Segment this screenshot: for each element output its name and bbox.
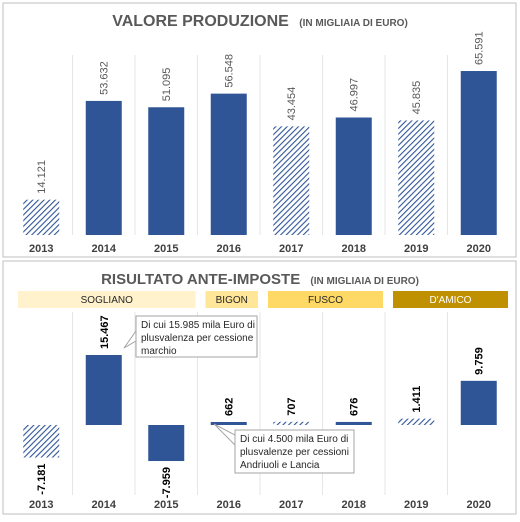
chart2-category-label-2017: 2017: [279, 499, 303, 511]
chart1-value-label-2018: 46.997: [349, 78, 361, 112]
chart1-title: VALORE PRODUZIONE (IN MIGLIAIA DI EURO): [112, 13, 408, 30]
annotation-text-line: Andriuoli e Lancia: [240, 460, 320, 471]
chart2-bar-2019: [398, 418, 435, 425]
chart2-category-label-2016: 2016: [217, 499, 241, 511]
chart1-category-label-2017: 2017: [279, 243, 303, 255]
chart1-value-label-2017: 43.454: [286, 87, 298, 121]
annotation-callout-1: Di cui 15.985 mila Euro di plusvalenza pe…: [123, 315, 258, 358]
chart2-bar-2016: [210, 422, 247, 425]
chart2-annotations: Di cui 15.985 mila Euro di plusvalenza pe…: [123, 315, 355, 474]
annotation-callout-2: Di cui 4.500 mila Euro di plusvalenze per…: [213, 423, 355, 474]
chart2-category-label-2018: 2018: [342, 499, 366, 511]
chart2-management-segments: SOGLIANO BIGON FUSCO D'AMICO: [18, 291, 508, 308]
chart2-bar-2014: [85, 355, 122, 425]
chart1-category-label-2013: 2013: [29, 243, 53, 255]
chart1-category-label-2019: 2019: [404, 243, 428, 255]
chart1-gridlines: [72, 55, 448, 235]
chart2-title-main: RISULTATO ANTE-IMPOSTE: [101, 271, 300, 288]
chart1-subtitle: (IN MIGLIAIA DI EURO): [299, 18, 408, 29]
annotation-text-line: Di cui 15.985 mila Euro di: [141, 320, 255, 331]
annotation-text-line: Di cui 4.500 mila Euro di: [240, 434, 348, 445]
chart1-value-label-2015: 51.095: [161, 68, 173, 102]
chart1-value-label-2020: 65.591: [474, 31, 486, 65]
chart2-bar-2017: [273, 421, 310, 425]
chart1-category-label-2020: 2020: [467, 243, 491, 255]
annotation-text-line: marchio: [141, 346, 177, 357]
chart1-category-label-2018: 2018: [342, 243, 366, 255]
chart2-category-label-2019: 2019: [404, 499, 428, 511]
segment-bigon-label: BIGON: [216, 295, 248, 306]
chart2-value-label-2016: 662: [224, 398, 236, 416]
chart1-bar-2015: [148, 107, 185, 235]
chart1-category-label-2016: 2016: [217, 243, 241, 255]
chart1-bar-2014: [85, 100, 122, 235]
segment-fusco-label: FUSCO: [308, 295, 343, 306]
segment-damico-band: [393, 291, 508, 308]
segment-bigon-band: [205, 291, 258, 308]
chart1-value-labels: 14.121 53.632 51.095 56.548 43.454 46.997 45.8…: [36, 31, 486, 193]
chart2-category-label-2015: 2015: [154, 499, 178, 511]
chart2-title: RISULTATO ANTE-IMPOSTE (IN MIGLIAIA DI E…: [101, 271, 419, 288]
chart2-bar-2015: [148, 425, 185, 462]
chart1-value-label-2013: 14.121: [36, 160, 48, 194]
chart1-value-label-2019: 45.835: [411, 81, 423, 115]
chart2-value-label-2018: 676: [349, 398, 361, 416]
chart2-value-labels: -7.181 15.467 -7.959 662 707 676 1.411 9.759: [36, 315, 486, 498]
chart1-bar-2017: [273, 126, 310, 235]
annotation-text-line: plusvalenze per cessioni: [240, 447, 349, 458]
chart1-bar-2020: [460, 71, 497, 236]
chart2-bar-2020: [460, 380, 497, 425]
chart2-value-label-2019: 1.411: [411, 386, 423, 413]
chart1-title-main: VALORE PRODUZIONE: [112, 13, 289, 30]
chart2-value-label-2020: 9.759: [474, 347, 486, 375]
chart2-category-label-2020: 2020: [467, 499, 491, 511]
chart1-category-label-2014: 2014: [92, 243, 117, 255]
segment-sogliano-label: SOGLIANO: [81, 295, 133, 306]
chart2-bars: [23, 355, 497, 462]
segment-damico-label: D'AMICO: [430, 295, 472, 306]
annotation-box: [135, 315, 258, 358]
chart2-value-label-2013: -7.181: [36, 463, 48, 494]
chart2-category-label-2013: 2013: [29, 499, 53, 511]
annotation-box: [234, 429, 355, 474]
chart1-bars: [23, 71, 497, 236]
chart1-bar-2019: [398, 120, 435, 235]
chart1-bar-2013: [23, 199, 60, 235]
chart1-bar-2018: [335, 117, 372, 235]
annotation-text-line: plusvalenza per cessione: [141, 333, 254, 344]
chart2-subtitle: (IN MIGLIAIA DI EURO): [310, 276, 419, 287]
chart2-bar-2018: [335, 421, 372, 425]
chart1-bar-2016: [210, 93, 247, 235]
chart2-value-label-2017: 707: [286, 397, 298, 415]
chart2-value-label-2014: 15.467: [99, 315, 111, 349]
chart1-category-label-2015: 2015: [154, 243, 178, 255]
chart2-bar-2013: [23, 425, 60, 458]
segment-fusco-band: [268, 291, 383, 308]
chart2-value-label-2015: -7.959: [161, 467, 173, 498]
chart1-value-label-2016: 56.548: [224, 54, 236, 88]
chart1-value-label-2014: 53.632: [99, 61, 111, 95]
chart1-category-labels: 2013 2014 2015 2016 2017 2018 2019 2020: [29, 243, 491, 255]
chart2-category-label-2014: 2014: [92, 499, 117, 511]
chart2-category-labels: 2013 2014 2015 2016 2017 2018 2019 2020: [29, 499, 491, 511]
segment-sogliano-band: [18, 291, 196, 308]
